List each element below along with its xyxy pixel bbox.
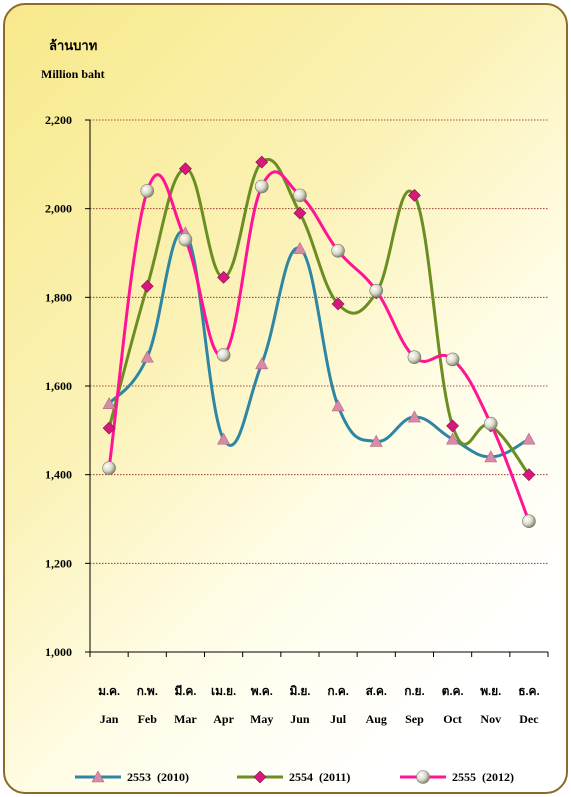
x-tick-label: Dec: [519, 712, 539, 726]
series-line-1: [107, 229, 531, 459]
legend-marker: [91, 770, 105, 783]
data-point-series-1: [331, 399, 345, 412]
x-tick-label-thai: ธ.ค.: [518, 684, 539, 698]
x-tick-label-thai: เม.ย.: [211, 684, 236, 698]
data-point-series-3: [483, 416, 498, 431]
data-point-series-2: [522, 468, 536, 482]
data-point-series-2: [140, 279, 154, 293]
data-point-series-3: [522, 514, 536, 529]
x-tick-label-thai: มี.ค.: [174, 684, 196, 698]
y-tick-label: 1,800: [45, 290, 72, 304]
data-point-series-1: [407, 410, 421, 423]
data-point-series-2: [255, 155, 269, 169]
data-point-series-2: [102, 421, 116, 435]
data-point-series-2: [446, 419, 460, 433]
line-chart: 1,000 1,200 1,400 1,600 1,800 2,000 2,200 ม.ค. J…: [45, 113, 549, 784]
x-tick-label: May: [250, 712, 273, 726]
data-point-series-1: [484, 450, 498, 463]
x-tick-label-thai: พ.ค.: [251, 684, 273, 698]
x-tick-label: Apr: [213, 712, 234, 726]
legend-marker: [253, 770, 267, 784]
chart-frame: ล้านบาท Million baht 1,000 1,200 1,400 1,60…: [3, 3, 568, 794]
x-tick-label-thai: ม.ค.: [98, 684, 120, 698]
legend-marker: [416, 770, 430, 784]
x-tick-label: Jan: [100, 712, 119, 726]
data-point-series-3: [407, 350, 422, 364]
legend-label: 2555 (2012): [452, 770, 514, 784]
data-point-series-3: [140, 184, 155, 198]
x-tick-label: Aug: [366, 712, 387, 726]
y-unit-thai: ล้านบาท: [49, 38, 98, 53]
data-point-series-1: [446, 432, 460, 445]
data-point-series-3: [369, 283, 384, 298]
data-point-series-2: [178, 162, 192, 176]
y-unit-english: Million baht: [41, 67, 105, 81]
data-point-series-3: [216, 348, 231, 362]
x-tick-label: Oct: [443, 712, 462, 726]
data-point-series-1: [255, 357, 269, 370]
x-tick-label: Jun: [290, 712, 310, 726]
series-line-3: [107, 170, 531, 523]
y-tick-label: 1,400: [45, 468, 72, 482]
data-point-series-3: [178, 232, 193, 247]
y-tick-label: 1,000: [45, 645, 72, 659]
data-point-series-2: [293, 206, 307, 220]
data-point-series-1: [102, 397, 116, 410]
data-point-series-3: [445, 352, 460, 367]
data-point-series-3: [254, 179, 269, 194]
x-tick-label: Jul: [330, 712, 347, 726]
data-point-series-3: [293, 188, 307, 203]
data-point-series-2: [217, 270, 231, 284]
data-point-series-1: [369, 434, 383, 447]
x-tick-label-thai: มิ.ย.: [289, 684, 310, 698]
data-point-series-1: [293, 241, 307, 254]
x-tick-label-thai: ก.ค.: [327, 684, 348, 698]
data-point-series-3: [331, 243, 345, 258]
y-tick-label: 1,600: [45, 379, 72, 393]
x-tick-label-thai: ก.ย.: [404, 684, 424, 698]
x-tick-label: Mar: [174, 712, 197, 726]
data-point-series-2: [407, 188, 421, 202]
data-point-series-2: [331, 297, 345, 311]
data-point-series-1: [217, 432, 231, 445]
legend-label: 2553 (2010): [127, 770, 189, 784]
data-point-series-1: [522, 432, 536, 445]
data-point-series-3: [102, 461, 116, 475]
y-tick-label: 1,200: [45, 556, 72, 570]
x-tick-label: Nov: [480, 712, 501, 726]
y-tick-label: 2,000: [45, 202, 72, 216]
x-tick-label: Sep: [405, 712, 424, 726]
legend-label: 2554 (2011): [289, 770, 350, 784]
x-tick-label-thai: พ.ย.: [480, 684, 501, 698]
x-tick-label-thai: ต.ค.: [442, 684, 464, 698]
y-tick-label: 2,200: [45, 113, 72, 127]
data-point-series-1: [140, 350, 154, 363]
x-tick-label-thai: ส.ค.: [366, 684, 387, 698]
x-tick-label: Feb: [138, 712, 158, 726]
x-tick-label-thai: ก.พ.: [137, 684, 158, 698]
